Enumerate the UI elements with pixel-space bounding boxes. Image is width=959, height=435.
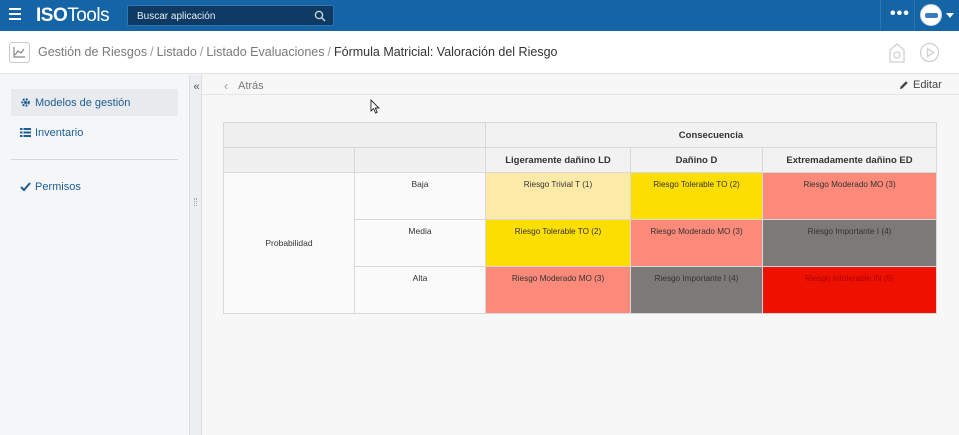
pencil-icon bbox=[900, 81, 908, 89]
matrix-cell[interactable]: Riesgo Tolerable TO (2) bbox=[630, 172, 763, 220]
top-navbar: ISOTools ••• bbox=[0, 0, 959, 31]
chart-icon bbox=[9, 42, 30, 63]
edit-label: Editar bbox=[913, 79, 942, 91]
edit-button[interactable]: Editar bbox=[899, 79, 942, 91]
page-title: Fórmula Matricial: Valoración del Riesgo bbox=[334, 45, 558, 59]
divider bbox=[880, 0, 881, 31]
sidebar-item-modelos-gestion[interactable]: Modelos de gestión bbox=[11, 89, 178, 116]
matrix-corner bbox=[223, 122, 486, 148]
risk-matrix-table: Consecuencia Ligeramente dañino LD Dañin… bbox=[223, 122, 937, 314]
column-header: Ligeramente dañino LD bbox=[485, 147, 631, 173]
chevron-down-icon[interactable] bbox=[946, 13, 954, 18]
action-bar: ‹ Atrás Editar bbox=[202, 75, 959, 95]
more-options-icon[interactable]: ••• bbox=[890, 5, 910, 22]
isotools-logo[interactable]: ISOTools bbox=[36, 5, 110, 26]
list-icon bbox=[20, 128, 31, 137]
matrix-cell[interactable]: Riesgo Importante I (4) bbox=[630, 266, 763, 314]
back-button[interactable]: ‹ Atrás bbox=[224, 79, 264, 93]
breadcrumb-bar: Gestión de Riesgos / Listado / Listado Evalu… bbox=[0, 31, 959, 74]
breadcrumb-separator: / bbox=[327, 45, 331, 59]
matrix-cell[interactable]: Riesgo Importante I (4) bbox=[762, 219, 937, 267]
resize-handle[interactable] bbox=[194, 198, 197, 206]
row-header: Baja bbox=[354, 172, 486, 220]
sidebar-collapse-strip: « bbox=[189, 75, 202, 435]
consequence-header: Consecuencia bbox=[485, 122, 937, 148]
mouse-cursor-icon bbox=[370, 99, 380, 114]
sidebar-item-label: Inventario bbox=[35, 126, 84, 139]
gear-icon bbox=[21, 98, 30, 107]
breadcrumb-listado-evaluaciones[interactable]: Listado Evaluaciones bbox=[206, 45, 325, 59]
breadcrumb-gestion-riesgos[interactable]: Gestión de Riesgos bbox=[38, 45, 148, 59]
column-header: Extremadamente dañino ED bbox=[762, 147, 937, 173]
check-icon bbox=[20, 182, 31, 192]
export-icon[interactable] bbox=[887, 42, 907, 64]
sidebar-item-label: Permisos bbox=[35, 180, 81, 193]
probability-header: Probabilidad bbox=[223, 172, 355, 314]
matrix-corner bbox=[223, 147, 355, 173]
column-header: Dañino D bbox=[630, 147, 763, 173]
row-header: Media bbox=[354, 219, 486, 267]
search-input[interactable] bbox=[128, 7, 333, 26]
breadcrumb-listado[interactable]: Listado bbox=[156, 45, 197, 59]
collapse-sidebar-button[interactable]: « bbox=[193, 81, 200, 93]
play-icon[interactable] bbox=[919, 42, 940, 63]
matrix-cell[interactable]: Riesgo Moderado MO (3) bbox=[762, 172, 937, 220]
search-icon[interactable] bbox=[314, 10, 326, 22]
menu-icon[interactable] bbox=[9, 8, 21, 20]
matrix-corner bbox=[354, 147, 486, 173]
breadcrumb: Gestión de Riesgos / Listado / Listado Evalu… bbox=[38, 45, 557, 59]
matrix-cell[interactable]: Riesgo Moderado MO (3) bbox=[630, 219, 763, 267]
sidebar-item-label: Modelos de gestión bbox=[35, 96, 131, 109]
sidebar-item-permisos[interactable]: Permisos bbox=[11, 173, 178, 200]
sidebar-item-inventario[interactable]: Inventario bbox=[11, 119, 178, 146]
breadcrumb-separator: / bbox=[150, 45, 154, 59]
avatar[interactable] bbox=[920, 4, 942, 26]
breadcrumb-separator: / bbox=[199, 45, 204, 59]
chevron-left-icon: ‹ bbox=[224, 79, 228, 93]
matrix-cell[interactable]: Riesgo Moderado MO (3) bbox=[485, 266, 631, 314]
back-label: Atrás bbox=[238, 80, 264, 92]
row-header: Alta bbox=[354, 266, 486, 314]
matrix-cell[interactable]: Riesgo Intolerable IN (5) bbox=[762, 266, 937, 314]
matrix-cell[interactable]: Riesgo Trivial T (1) bbox=[485, 172, 631, 220]
sidebar: Modelos de gestión Inventario Permisos bbox=[0, 75, 189, 435]
divider bbox=[11, 159, 178, 160]
app-search bbox=[127, 5, 334, 26]
divider bbox=[914, 0, 915, 31]
main-content: ‹ Atrás Editar Consecuencia Ligeramente … bbox=[202, 75, 959, 435]
matrix-cell[interactable]: Riesgo Tolerable TO (2) bbox=[485, 219, 631, 267]
